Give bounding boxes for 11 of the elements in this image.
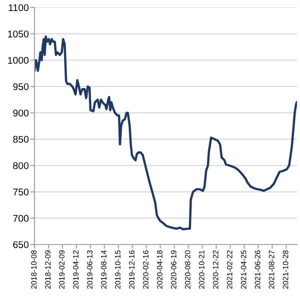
y-tick-label: 800	[13, 162, 29, 170]
y-tick-label: 700	[13, 214, 29, 222]
y-tick-label: 1100	[8, 4, 29, 12]
line-series	[34, 35, 297, 230]
y-tick-label: 900	[13, 110, 29, 116]
y-tick-label: 1050	[8, 30, 29, 38]
y-tick-label: 1000	[8, 56, 29, 64]
y-tick-label: 850	[13, 136, 29, 143]
y-tick-label: 650	[13, 241, 29, 248]
y-tick-label: 750	[13, 188, 29, 196]
y-tick-label: 950	[13, 83, 29, 90]
